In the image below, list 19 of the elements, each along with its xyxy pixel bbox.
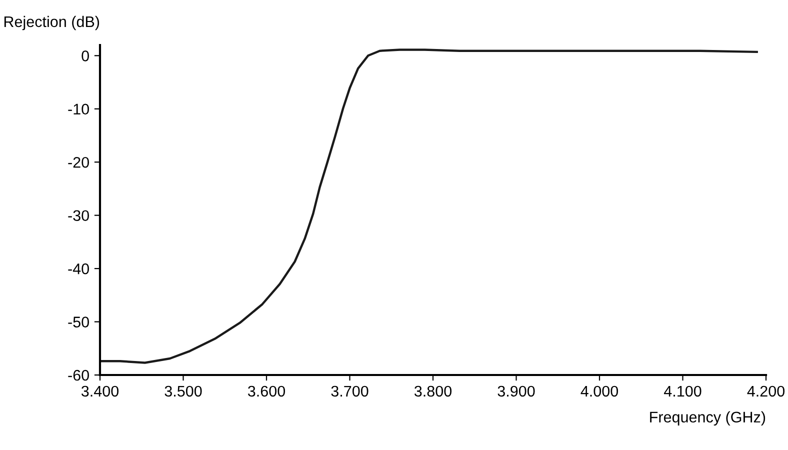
x-tick-label: 3.700 xyxy=(331,386,368,397)
y-tick-label: 0 xyxy=(82,50,89,62)
y-tick-label: -30 xyxy=(68,210,89,222)
x-tick-label: 4.100 xyxy=(664,386,702,397)
x-tick-label: 3.400 xyxy=(81,386,119,397)
x-tick-label: 3.600 xyxy=(248,386,286,397)
y-tick-label: -50 xyxy=(68,316,89,328)
x-tick-label: 3.500 xyxy=(164,386,202,397)
x-tick-label: 3.800 xyxy=(414,386,452,397)
x-tick-label: 4.000 xyxy=(580,386,618,397)
y-tick-label: -40 xyxy=(68,263,89,274)
y-tick-label: -10 xyxy=(68,104,89,115)
x-tick-label: 4.200 xyxy=(747,386,785,397)
line-series xyxy=(100,48,758,364)
y-tick-label: -20 xyxy=(68,156,89,168)
y-axis-title: Rejection (dB) xyxy=(4,16,100,30)
x-tick-label: 3.900 xyxy=(498,386,535,397)
y-tick-label: -60 xyxy=(68,370,89,381)
x-axis-title: Frequency (GHz) xyxy=(650,411,766,426)
